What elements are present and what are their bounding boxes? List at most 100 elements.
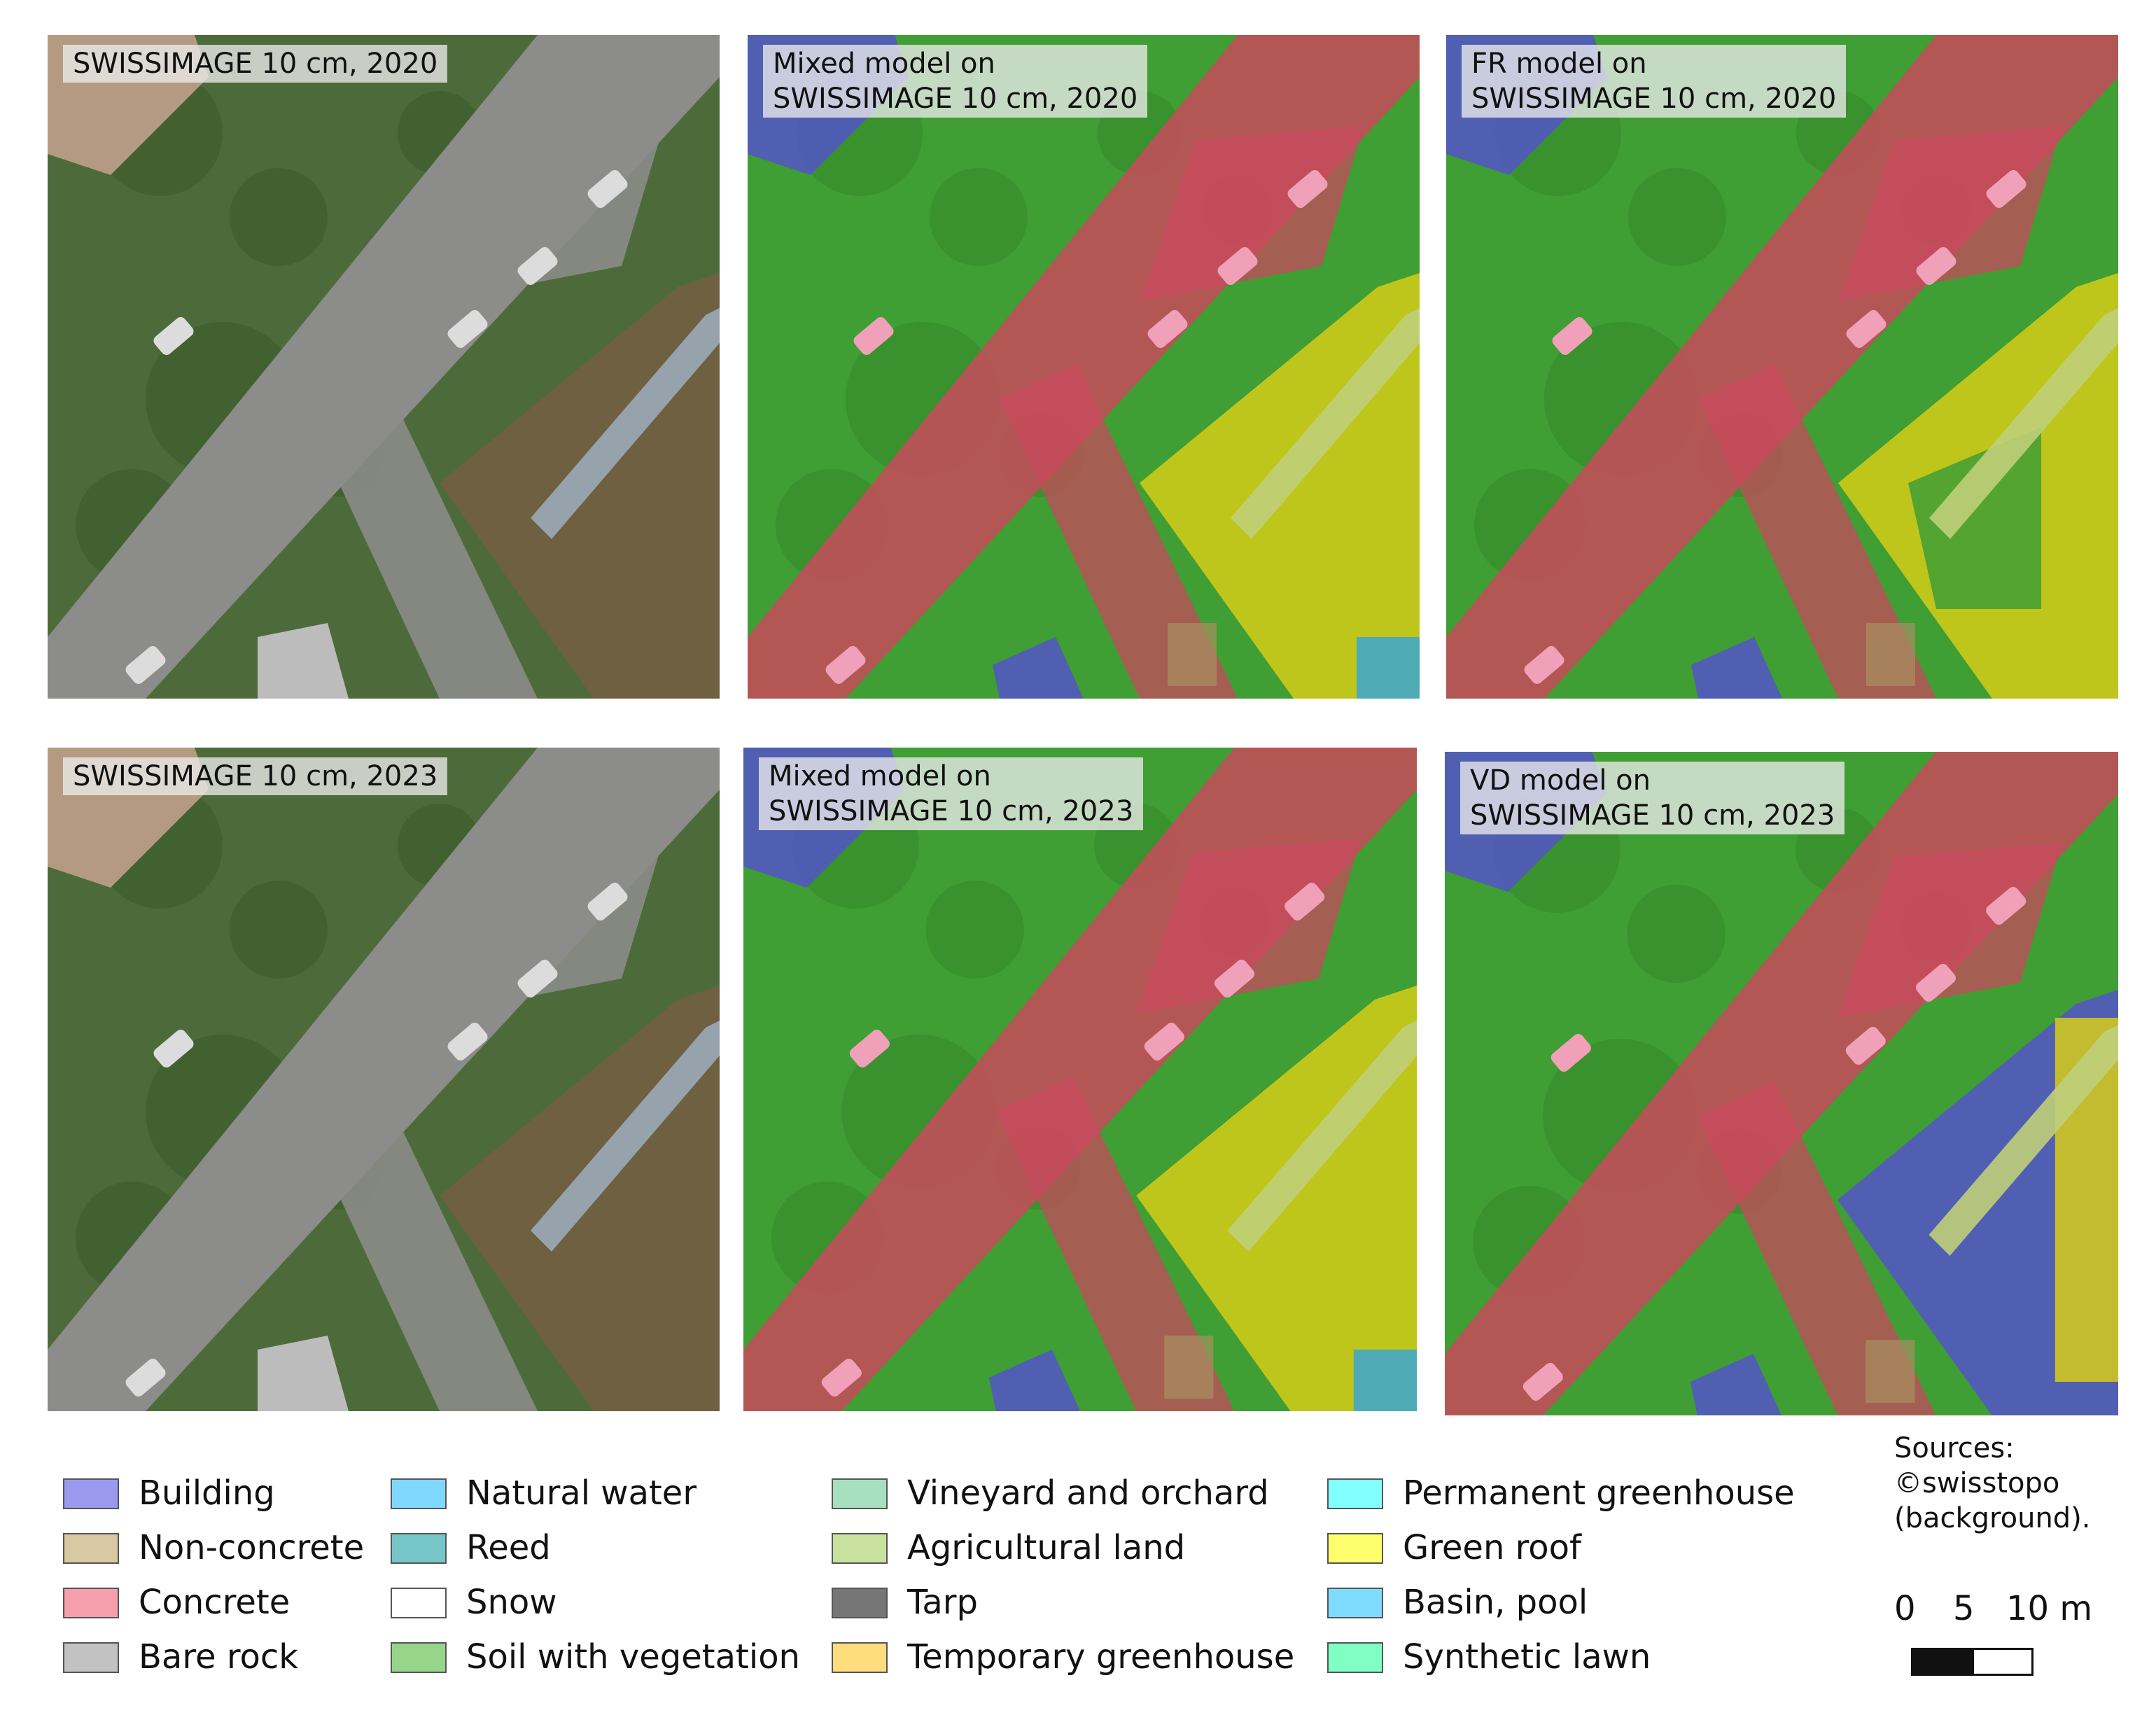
car (517, 247, 558, 285)
tree-canopy (1628, 168, 1726, 266)
access-road (1697, 1081, 1936, 1415)
panel-orthophoto-2020: SWISSIMAGE 10 cm, 2020 (48, 35, 720, 699)
legend-swatch (63, 1478, 119, 1509)
map-image (48, 748, 720, 1411)
legend-label: Agricultural land (907, 1528, 1186, 1567)
legend-label: Basin, pool (1403, 1583, 1588, 1622)
legend-swatch (391, 1478, 447, 1509)
panel-fr-model-2020: FR model on SWISSIMAGE 10 cm, 2020 (1446, 35, 2118, 699)
sources-line-2: ©swisstopo (1894, 1467, 2060, 1499)
map-image (48, 35, 720, 699)
tree-canopy (1627, 885, 1726, 983)
glass-strip (1929, 308, 2118, 539)
legend-swatch (391, 1533, 447, 1564)
vegetation-on-roof (1908, 427, 2041, 609)
legend-swatch (391, 1642, 447, 1673)
legend-label: Tarp (907, 1583, 978, 1622)
map-image (743, 748, 1417, 1411)
non-concrete-area (1164, 1336, 1214, 1399)
building-bottom (1691, 637, 1782, 699)
panel-caption: VD model on SWISSIMAGE 10 cm, 2023 (1460, 762, 1845, 834)
panel-vd-model-2023: VD model on SWISSIMAGE 10 cm, 2023 (1445, 752, 2118, 1415)
car (125, 646, 166, 684)
basin-area (1357, 637, 1420, 699)
map-scene (1446, 35, 2118, 699)
car (849, 1030, 890, 1068)
access-road (300, 1077, 538, 1411)
panel-mixed-model-2023: Mixed model on SWISSIMAGE 10 cm, 2023 (743, 748, 1417, 1411)
access-road (995, 1077, 1235, 1411)
car (447, 1023, 488, 1060)
legend-label: Vineyard and orchard (907, 1474, 1269, 1513)
parking-lot (1136, 839, 1361, 1014)
legend-swatch (1327, 1642, 1383, 1673)
panel-caption: FR model on SWISSIMAGE 10 cm, 2020 (1462, 45, 1847, 118)
car (153, 317, 194, 355)
tree-canopy (230, 168, 328, 266)
panel-caption: SWISSIMAGE 10 cm, 2020 (63, 45, 448, 83)
car (1846, 310, 1886, 348)
car (1147, 310, 1188, 348)
legend-label: Concrete (139, 1583, 290, 1622)
legend-label: Soil with vegetation (466, 1637, 800, 1676)
building-bottom (258, 1336, 349, 1411)
map-image (748, 35, 1420, 699)
scale-tick-5: 5 (1953, 1589, 1975, 1628)
legend-label: Reed (466, 1528, 551, 1567)
parking-lot (1838, 126, 2062, 301)
legend-label: Bare rock (139, 1637, 299, 1676)
non-concrete-area (1168, 623, 1217, 686)
parking-lot (440, 839, 664, 1014)
car (1845, 1027, 1886, 1065)
legend-swatch (63, 1533, 119, 1564)
building-bottom (258, 623, 349, 699)
legend-label: Permanent greenhouse (1403, 1474, 1795, 1513)
map-scene (748, 35, 1420, 699)
car (153, 1030, 194, 1068)
car (821, 1359, 862, 1396)
non-concrete-area (1866, 623, 1915, 686)
legend-swatch (63, 1642, 119, 1673)
map-scene (1445, 752, 2118, 1415)
scale-bar: 0 5 10 m (1890, 1589, 2100, 1680)
scale-bar-white-segment (1972, 1648, 2033, 1676)
sources-line-1: Sources: (1894, 1432, 2015, 1464)
parking-lot (1140, 126, 1364, 301)
map-scene (743, 748, 1417, 1411)
scale-tick-0: 0 (1894, 1589, 1916, 1628)
glass-strip (1231, 308, 1420, 539)
parking-lot (1837, 843, 2062, 1018)
car (1986, 887, 2026, 925)
panel-caption: Mixed model on SWISSIMAGE 10 cm, 2023 (759, 757, 1144, 830)
legend-swatch (63, 1588, 119, 1618)
legend-label: Snow (466, 1583, 557, 1622)
non-concrete-area (1865, 1340, 1915, 1403)
car (1284, 883, 1325, 920)
car (1552, 317, 1592, 355)
glass-strip (531, 308, 720, 539)
map-scene (48, 35, 720, 699)
legend-swatch (1327, 1478, 1383, 1509)
glass-strip (531, 1021, 720, 1252)
car (447, 310, 488, 348)
glass-strip (1227, 1021, 1417, 1252)
car (1916, 247, 1956, 285)
sources-line-3: (background). (1894, 1502, 2091, 1534)
legend-label: Natural water (466, 1474, 697, 1513)
legend: Building Non-concrete Concrete Bare rock Nat… (63, 1470, 1897, 1701)
car (1217, 247, 1258, 285)
basin-area (1353, 1350, 1417, 1411)
legend-swatch (832, 1588, 888, 1618)
car (1522, 1363, 1563, 1401)
car (825, 646, 866, 684)
building-bottom (1690, 1354, 1782, 1415)
car (125, 1359, 166, 1396)
legend-label: Non-concrete (139, 1528, 365, 1567)
panel-mixed-model-2020: Mixed model on SWISSIMAGE 10 cm, 2020 (748, 35, 1420, 699)
car (1524, 646, 1564, 684)
tree-canopy (230, 881, 328, 979)
scale-bar-black-segment (1911, 1648, 1974, 1676)
car (1287, 170, 1328, 208)
legend-label: Temporary greenhouse (907, 1637, 1295, 1676)
